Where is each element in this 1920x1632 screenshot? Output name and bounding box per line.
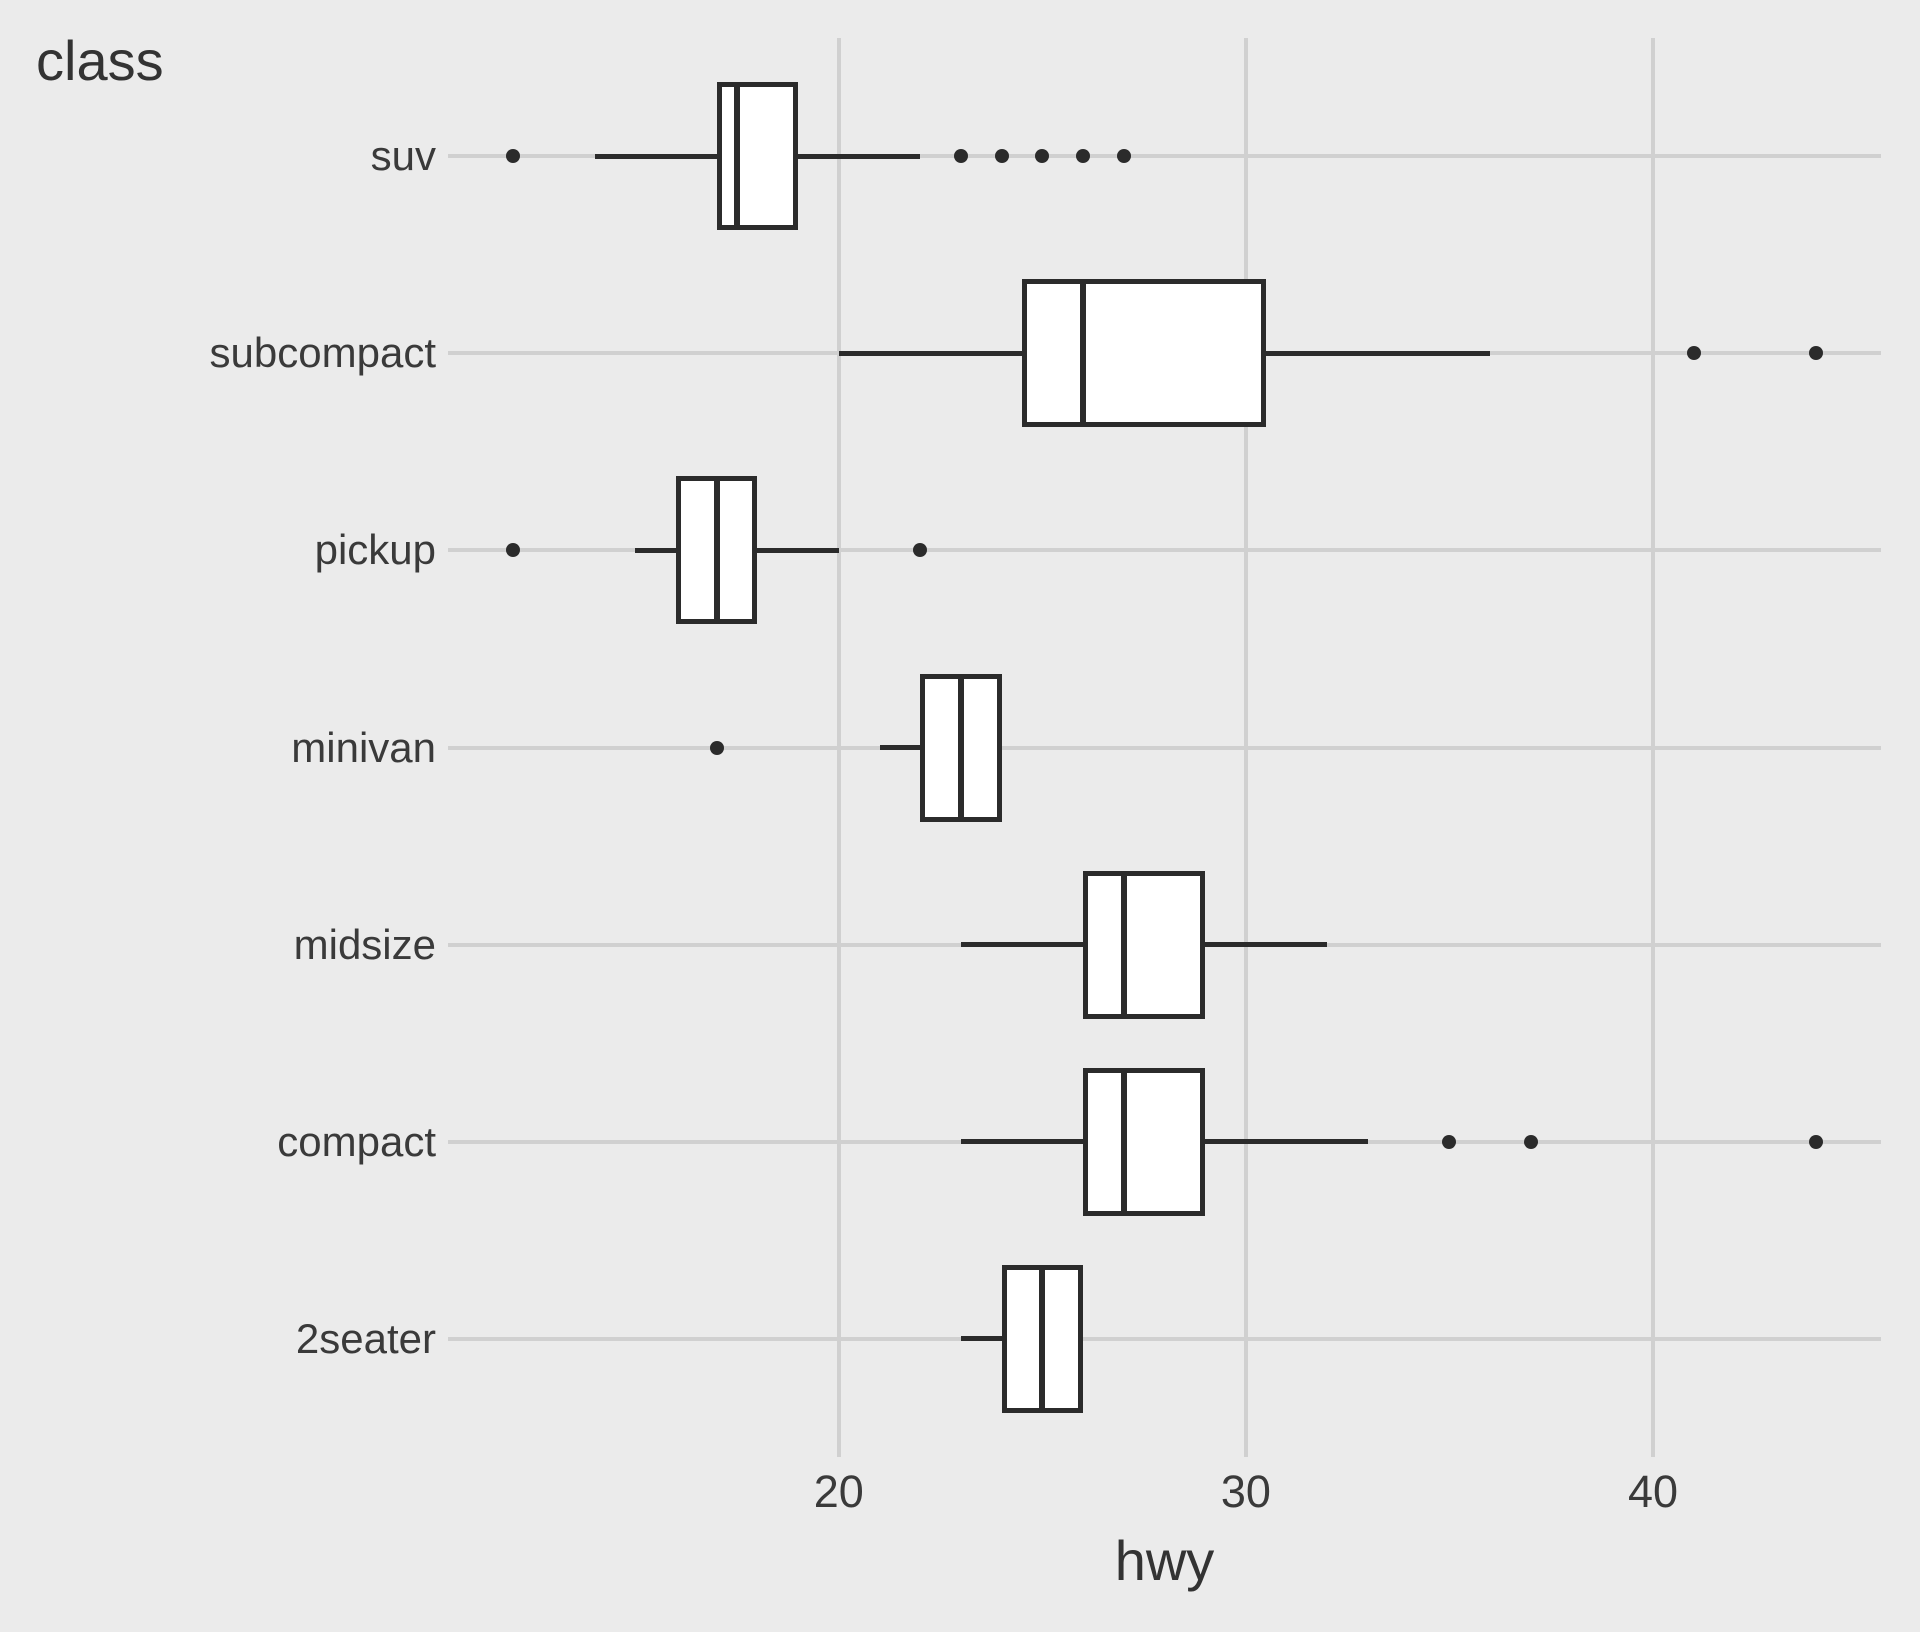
gridline-x-40 [1651, 38, 1656, 1457]
outlier-point-compact-35 [1442, 1134, 1457, 1149]
gridline-x-20 [836, 38, 841, 1457]
x-tick-label-30: 30 [1220, 1466, 1271, 1517]
outlier-point-subcompact-41 [1686, 346, 1701, 361]
y-tick-label-compact: compact [277, 1117, 436, 1165]
outlier-point-suv-26 [1076, 149, 1091, 164]
median-pickup [713, 480, 720, 621]
gridline-category-2seater [448, 1336, 1881, 1341]
x-tick-label-40: 40 [1627, 1466, 1679, 1517]
gridline-category-suv [448, 154, 1881, 159]
outlier-point-compact-37 [1523, 1134, 1538, 1149]
box-compact [1083, 1067, 1206, 1216]
median-compact [1120, 1071, 1127, 1212]
x-tick-label-20: 20 [813, 1466, 864, 1517]
outlier-point-suv-24 [994, 149, 1009, 164]
y-tick-label-pickup: pickup [314, 526, 436, 574]
median-subcompact [1080, 283, 1087, 424]
outlier-point-minivan-17 [709, 740, 724, 755]
outlier-point-subcompact-44 [1808, 346, 1823, 361]
box-suv [716, 82, 799, 231]
outlier-point-suv-27 [1116, 149, 1131, 164]
y-tick-label-2seater: 2seater [295, 1314, 436, 1362]
x-axis-title: hwy [1114, 1529, 1215, 1592]
median-midsize [1120, 874, 1127, 1015]
y-tick-label-subcompact: subcompact [209, 329, 436, 377]
gridline-x-30 [1243, 38, 1248, 1457]
median-2seater [1039, 1268, 1046, 1409]
outlier-point-pickup-12 [506, 543, 521, 558]
outlier-point-compact-44 [1808, 1134, 1823, 1149]
y-tick-label-midsize: midsize [293, 920, 436, 968]
outlier-point-suv-23 [953, 149, 968, 164]
outlier-point-pickup-22 [913, 543, 928, 558]
median-suv [734, 86, 741, 227]
y-axis-title: class [36, 29, 164, 92]
y-tick-label-suv: suv [370, 132, 436, 180]
box-subcompact [1022, 279, 1267, 428]
outlier-point-suv-12 [506, 149, 521, 164]
y-tick-label-minivan: minivan [291, 723, 436, 771]
box-midsize [1083, 870, 1206, 1019]
gridline-category-pickup [448, 548, 1881, 553]
gridline-category-minivan [448, 745, 1881, 750]
median-minivan [957, 677, 964, 818]
outlier-point-suv-25 [1035, 149, 1050, 164]
